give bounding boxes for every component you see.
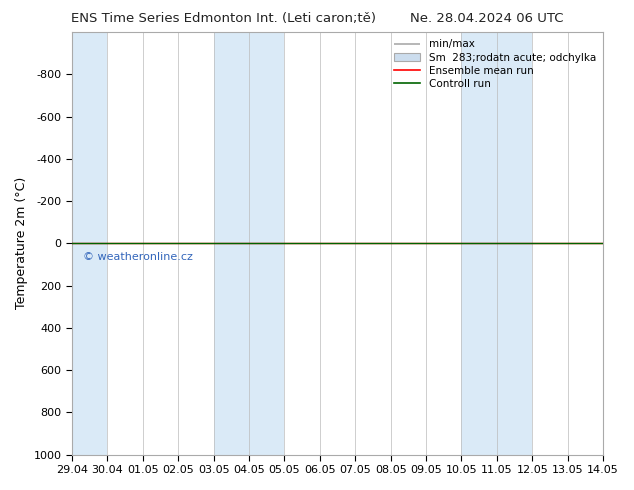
Y-axis label: Temperature 2m (°C): Temperature 2m (°C) [15,177,28,310]
Bar [462,32,497,455]
Legend: min/max, Sm  283;rodatn acute; odchylka, Ensemble mean run, Controll run: min/max, Sm 283;rodatn acute; odchylka, … [390,35,600,93]
Bar [249,32,285,455]
Bar [214,32,249,455]
Text: © weatheronline.cz: © weatheronline.cz [82,252,193,262]
Text: ENS Time Series Edmonton Int. (Leti caron;tě)        Ne. 28.04.2024 06 UTC: ENS Time Series Edmonton Int. (Leti caro… [71,12,563,25]
Bar [497,32,533,455]
Bar [72,32,107,455]
